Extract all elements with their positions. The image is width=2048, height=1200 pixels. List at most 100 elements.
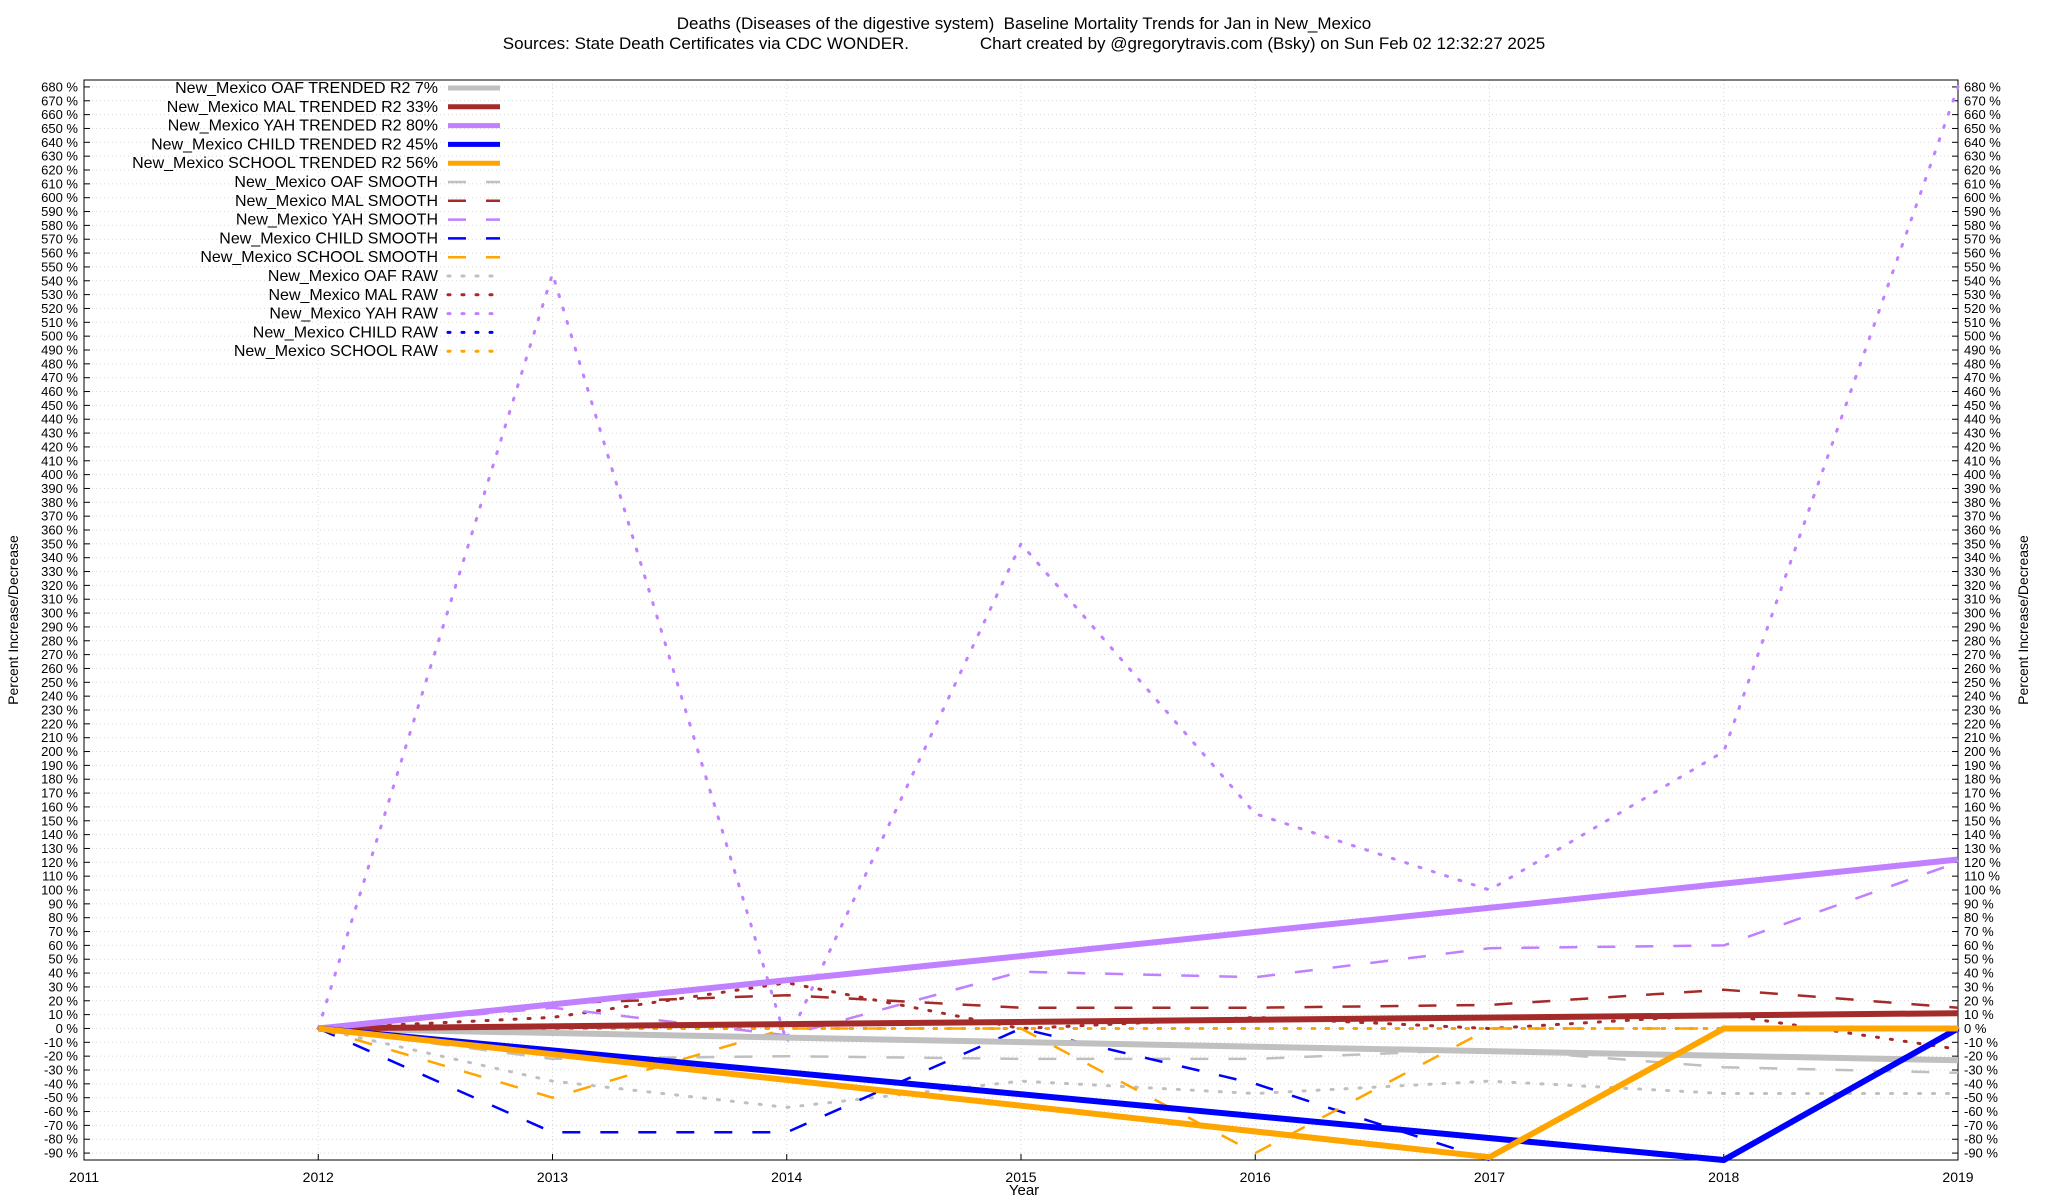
tick-label-y-right: 530 % — [1964, 287, 2001, 302]
tick-label-y-right: 350 % — [1964, 536, 2001, 551]
tick-label-y-left: 270 % — [41, 647, 78, 662]
legend-label: New_Mexico MAL TRENDED R2 33% — [167, 99, 438, 116]
legend: New_Mexico OAF TRENDED R2 7% New_Mexico M… — [132, 80, 502, 360]
tick-label-y-left: 610 % — [41, 176, 78, 191]
tick-label-y-right: 570 % — [1964, 232, 2001, 247]
series-line-12 — [316, 85, 1960, 1047]
tick-label-y-left: 490 % — [41, 343, 78, 358]
series-line-0 — [318, 1025, 1959, 1064]
tick-label-y-left: 640 % — [41, 135, 78, 150]
tick-label-x: 2014 — [771, 1169, 802, 1185]
tick-label-y-left: 630 % — [41, 149, 78, 164]
tick-label-y-left: 670 % — [41, 93, 78, 108]
tick-label-y-right: 0 % — [1964, 1021, 1987, 1036]
legend-label: New_Mexico OAF RAW — [268, 268, 439, 285]
tick-label-y-left: 570 % — [41, 232, 78, 247]
tick-label-y-left: 140 % — [41, 827, 78, 842]
legend-label: New_Mexico SCHOOL RAW — [234, 343, 439, 360]
tick-label-y-right: 640 % — [1964, 135, 2001, 150]
tick-label-y-right: 320 % — [1964, 578, 2001, 593]
tick-label-x: 2011 — [69, 1169, 99, 1185]
legend-label: New_Mexico SCHOOL TRENDED R2 56% — [132, 155, 438, 172]
tick-label-y-left: 240 % — [41, 689, 78, 704]
tick-label-y-right: 240 % — [1964, 689, 2001, 704]
tick-label-y-right: 220 % — [1964, 716, 2001, 731]
legend-label: New_Mexico CHILD TRENDED R2 45% — [151, 136, 438, 153]
tick-label-y-left: 280 % — [41, 633, 78, 648]
tick-label-y-right: 500 % — [1964, 329, 2001, 344]
tick-label-y-left: 10 % — [48, 1007, 78, 1022]
tick-label-y-left: 470 % — [41, 370, 78, 385]
tick-label-y-right: 630 % — [1964, 149, 2001, 164]
legend-label: New_Mexico YAH SMOOTH — [236, 212, 438, 229]
legend-label: New_Mexico OAF TRENDED R2 7% — [175, 80, 438, 97]
tick-label-y-left: 440 % — [41, 412, 78, 427]
tick-label-y-right: 30 % — [1964, 979, 1994, 994]
tick-label-y-left: 220 % — [41, 716, 78, 731]
tick-label-y-left: 170 % — [41, 786, 78, 801]
tick-label-y-right: 510 % — [1964, 315, 2001, 330]
tick-label-y-left: -10 % — [44, 1035, 78, 1050]
tick-label-y-right: 110 % — [1964, 869, 2000, 884]
tick-label-y-left: 250 % — [41, 675, 78, 690]
tick-label-y-right: 670 % — [1964, 93, 2001, 108]
tick-label-y-left: 60 % — [48, 938, 78, 953]
tick-label-y-right: 580 % — [1964, 218, 2001, 233]
legend-label: New_Mexico CHILD RAW — [253, 324, 439, 341]
tick-label-y-left: 580 % — [41, 218, 78, 233]
tick-label-y-right: 140 % — [1964, 827, 2001, 842]
tick-label-y-right: 40 % — [1964, 966, 1994, 981]
legend-label: New_Mexico OAF SMOOTH — [234, 174, 438, 191]
tick-label-y-right: -90 % — [1964, 1146, 1998, 1161]
tick-label-y-left: 480 % — [41, 356, 78, 371]
series-line-10 — [316, 1027, 1960, 1109]
tick-label-y-right: 260 % — [1964, 661, 2001, 676]
tick-label-y-left: -20 % — [44, 1049, 78, 1064]
tick-label-y-right: 370 % — [1964, 509, 2001, 524]
tick-label-y-left: 550 % — [41, 259, 78, 274]
tick-label-y-left: 340 % — [41, 550, 78, 565]
tick-label-y-right: 440 % — [1964, 412, 2001, 427]
tick-label-y-right: 300 % — [1964, 606, 2001, 621]
tick-label-y-right: 610 % — [1964, 176, 2001, 191]
tick-label-y-left: 210 % — [41, 730, 78, 745]
tick-label-y-right: 170 % — [1964, 786, 2001, 801]
tick-label-y-left: -90 % — [44, 1146, 78, 1161]
tick-label-y-left: 320 % — [41, 578, 78, 593]
series-line-1 — [318, 1010, 1959, 1032]
tick-label-y-left: 160 % — [41, 799, 78, 814]
tick-label-y-right: 400 % — [1964, 467, 2001, 482]
tick-label-y-right: 360 % — [1964, 523, 2001, 538]
tick-label-y-left: -50 % — [44, 1090, 78, 1105]
tick-label-y-left: 620 % — [41, 163, 78, 178]
tick-label-y-left: 600 % — [41, 190, 78, 205]
tick-label-y-right: -70 % — [1964, 1118, 1998, 1133]
tick-label-y-right: 90 % — [1964, 896, 1994, 911]
tick-label-y-left: 420 % — [41, 439, 78, 454]
tick-label-y-right: -80 % — [1964, 1132, 1998, 1147]
tick-label-y-right: 50 % — [1964, 952, 1994, 967]
tick-label-y-right: 230 % — [1964, 703, 2001, 718]
tick-label-y-left: 590 % — [41, 204, 78, 219]
tick-label-y-left: 360 % — [41, 523, 78, 538]
tick-label-y-right: 160 % — [1964, 799, 2001, 814]
tick-label-y-right: 650 % — [1964, 121, 2001, 136]
tick-label-y-right: -60 % — [1964, 1104, 1998, 1119]
tick-label-y-right: 330 % — [1964, 564, 2001, 579]
tick-label-y-right: 410 % — [1964, 453, 2001, 468]
tick-label-y-right: 660 % — [1964, 107, 2001, 122]
tick-label-y-right: 190 % — [1964, 758, 2001, 773]
tick-label-y-left: 20 % — [48, 993, 78, 1008]
tick-label-y-right: 120 % — [1964, 855, 2001, 870]
legend-label: New_Mexico YAH RAW — [269, 306, 439, 323]
tick-label-y-right: 60 % — [1964, 938, 1994, 953]
legend-label: New_Mexico MAL RAW — [268, 287, 438, 304]
tick-label-y-right: 420 % — [1964, 439, 2001, 454]
tick-label-y-left: 460 % — [41, 384, 78, 399]
tick-label-y-right: 450 % — [1964, 398, 2001, 413]
tick-label-x: 2019 — [1942, 1169, 1973, 1185]
tick-label-y-right: -30 % — [1964, 1063, 1998, 1078]
legend-label: New_Mexico CHILD SMOOTH — [219, 230, 438, 247]
tick-label-y-left: 540 % — [41, 273, 78, 288]
